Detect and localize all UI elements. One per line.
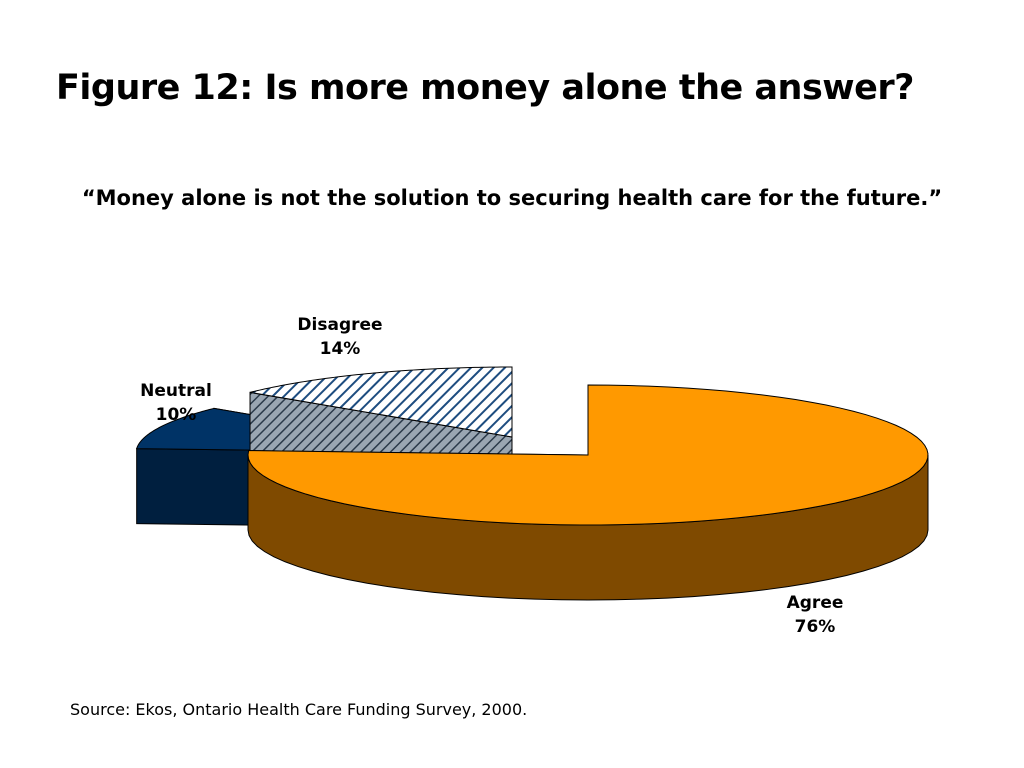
- slice-label-neutral: Neutral: [140, 381, 212, 401]
- slice-label-agree: Agree: [787, 593, 844, 613]
- source-note: Source: Ekos, Ontario Health Care Fundin…: [70, 700, 528, 719]
- slide-title: Figure 12: Is more money alone the answe…: [56, 68, 914, 108]
- pie-slice-agree: [247, 384, 929, 601]
- slice-value-neutral: 10%: [156, 405, 197, 425]
- pie-slice-top: [249, 366, 513, 438]
- pie-slice-top: [247, 384, 929, 526]
- slice-label-disagree: Disagree: [297, 315, 382, 335]
- chart-subtitle: “Money alone is not the solution to secu…: [81, 186, 943, 210]
- slice-value-disagree: 14%: [320, 339, 361, 359]
- slice-value-agree: 76%: [795, 617, 836, 637]
